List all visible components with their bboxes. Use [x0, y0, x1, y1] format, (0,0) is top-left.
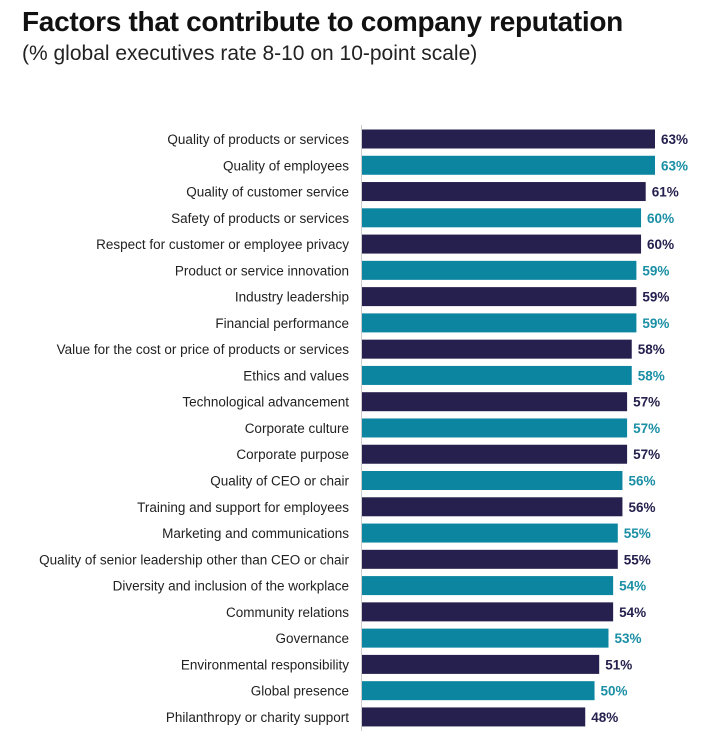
- bar: [362, 549, 618, 569]
- bar: [362, 444, 628, 464]
- bar: [362, 628, 609, 648]
- data-label: 56%: [628, 500, 655, 515]
- category-label: Environmental responsibility: [181, 657, 349, 672]
- bar: [362, 234, 642, 254]
- category-label: Global presence: [251, 684, 349, 699]
- category-label: Quality of products or services: [167, 132, 349, 147]
- category-label: Quality of customer service: [186, 185, 349, 200]
- data-label: 55%: [624, 552, 651, 567]
- bar: [362, 681, 595, 701]
- category-label: Corporate purpose: [236, 447, 349, 462]
- data-label: 59%: [642, 316, 669, 331]
- data-label: 54%: [619, 579, 646, 594]
- data-label: 60%: [647, 237, 674, 252]
- bar: [362, 523, 618, 543]
- category-label: Product or service innovation: [175, 263, 349, 278]
- bar: [362, 392, 628, 412]
- bar: [362, 208, 642, 228]
- bar: [362, 129, 655, 149]
- data-label: 57%: [633, 447, 660, 462]
- bar: [362, 707, 586, 727]
- data-label: 50%: [601, 684, 628, 699]
- data-label: 63%: [661, 132, 688, 147]
- bar: [362, 365, 632, 385]
- category-label: Quality of senior leadership other than …: [39, 552, 349, 567]
- data-label: 63%: [661, 158, 688, 173]
- category-label: Marketing and communications: [162, 526, 349, 541]
- category-label: Community relations: [226, 605, 349, 620]
- category-label: Safety of products or services: [171, 211, 349, 226]
- chart-title: Factors that contribute to company reput…: [22, 6, 623, 37]
- data-label: 58%: [638, 342, 665, 357]
- data-label: 61%: [652, 185, 679, 200]
- data-label: 58%: [638, 368, 665, 383]
- bar: [362, 313, 637, 333]
- data-label: 51%: [605, 657, 632, 672]
- category-label: Quality of employees: [223, 158, 349, 173]
- bar: [362, 654, 600, 674]
- category-label: Diversity and inclusion of the workplace: [113, 579, 349, 594]
- bar: [362, 418, 628, 438]
- bar: [362, 602, 614, 622]
- bar: [362, 155, 655, 175]
- category-label: Training and support for employees: [137, 500, 349, 515]
- chart-subtitle: (% global executives rate 8-10 on 10-poi…: [22, 42, 478, 65]
- bar: [362, 497, 623, 517]
- data-label: 53%: [614, 631, 641, 646]
- data-label: 48%: [591, 710, 618, 725]
- bar: [362, 576, 614, 596]
- category-label: Corporate culture: [245, 421, 349, 436]
- category-label: Philanthropy or charity support: [166, 710, 349, 725]
- bar: [362, 471, 623, 491]
- bar: [362, 339, 632, 359]
- data-label: 60%: [647, 211, 674, 226]
- data-label: 55%: [624, 526, 651, 541]
- data-label: 59%: [642, 290, 669, 305]
- data-label: 56%: [628, 474, 655, 489]
- category-label: Technological advancement: [182, 395, 349, 410]
- category-label: Respect for customer or employee privacy: [96, 237, 349, 252]
- data-label: 59%: [642, 263, 669, 278]
- data-label: 57%: [633, 421, 660, 436]
- category-label: Value for the cost or price of products …: [57, 342, 350, 357]
- data-label: 57%: [633, 395, 660, 410]
- bar: [362, 287, 637, 307]
- category-label: Industry leadership: [235, 290, 349, 305]
- category-label: Financial performance: [215, 316, 349, 331]
- data-label: 54%: [619, 605, 646, 620]
- category-label: Governance: [275, 631, 349, 646]
- category-label: Ethics and values: [243, 368, 349, 383]
- category-label: Quality of CEO or chair: [210, 474, 349, 489]
- bar: [362, 182, 646, 202]
- bar: [362, 260, 637, 280]
